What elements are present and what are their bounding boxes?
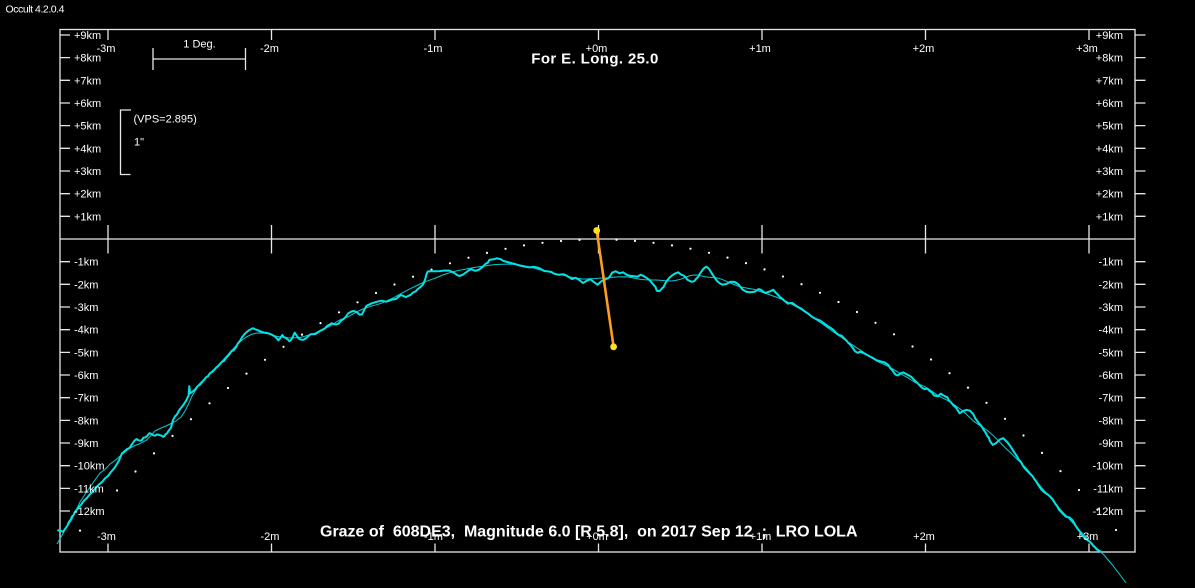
svg-text:-9km: -9km [74,438,98,450]
svg-text:+3km: +3km [74,166,101,178]
svg-text:+1m: +1m [750,531,772,543]
svg-text:+1m: +1m [749,43,771,55]
svg-text:(VPS=2.895): (VPS=2.895) [134,114,197,126]
svg-text:-12km: -12km [1092,506,1123,518]
svg-text:+3km: +3km [1096,166,1123,178]
svg-text:+4km: +4km [1096,143,1123,155]
svg-text:-3m: -3m [97,531,116,543]
svg-text:+6km: +6km [1096,98,1123,110]
svg-text:+5km: +5km [74,121,101,133]
svg-text:Graze of 608DE3, Magnitude 6: Graze of 608DE3, Magnitude 6.0 [R 5.8], … [320,523,858,540]
svg-text:Occult 4.2.0.4: Occult 4.2.0.4 [6,3,65,15]
svg-text:+0m: +0m [586,531,608,543]
svg-text:-2km: -2km [1099,279,1123,291]
svg-text:-5km: -5km [74,347,98,359]
svg-text:+1km: +1km [1096,211,1123,223]
svg-text:+4km: +4km [74,143,101,155]
svg-text:-4km: -4km [74,325,98,337]
svg-text:+3m: +3m [1076,43,1098,55]
svg-text:-10km: -10km [1092,461,1123,473]
svg-text:-1km: -1km [74,257,98,269]
svg-text:1 Deg.: 1 Deg. [183,39,215,51]
svg-text:+8km: +8km [74,53,101,65]
svg-text:-2km: -2km [74,279,98,291]
svg-text:+3m: +3m [1077,531,1099,543]
svg-text:-3m: -3m [97,43,116,55]
svg-text:+7km: +7km [1096,75,1123,87]
svg-text:-9km: -9km [1099,438,1123,450]
svg-text:-1m: -1m [424,531,443,543]
svg-text:+2km: +2km [1096,189,1123,201]
svg-text:-8km: -8km [74,415,98,427]
svg-text:+6km: +6km [74,98,101,110]
svg-text:+9km: +9km [1096,30,1123,42]
svg-text:+5km: +5km [1096,121,1123,133]
svg-text:-11km: -11km [74,483,104,495]
svg-text:+7km: +7km [74,75,101,87]
svg-text:+2m: +2m [913,531,935,543]
svg-text:+9km: +9km [74,30,101,42]
svg-text:-6km: -6km [74,370,98,382]
svg-text:-6km: -6km [1099,370,1123,382]
svg-text:1": 1" [134,137,144,149]
svg-text:-3km: -3km [74,302,98,314]
svg-text:-3km: -3km [1099,302,1123,314]
svg-text:+2km: +2km [74,189,101,201]
svg-text:-8km: -8km [1099,415,1123,427]
svg-text:-5km: -5km [1099,347,1123,359]
svg-text:+0m: +0m [586,43,608,55]
svg-text:+8km: +8km [1096,53,1123,65]
svg-text:For E. Long. 25.0: For E. Long. 25.0 [531,51,658,68]
svg-text:-7km: -7km [1099,393,1123,405]
svg-text:-10km: -10km [74,461,105,473]
svg-text:-4km: -4km [1099,325,1123,337]
svg-text:-1km: -1km [1099,257,1123,269]
svg-text:-2m: -2m [260,43,279,55]
svg-text:-1m: -1m [424,43,443,55]
svg-text:-12km: -12km [74,506,105,518]
svg-text:-7km: -7km [74,393,98,405]
svg-text:+1km: +1km [74,211,101,223]
svg-text:-2m: -2m [261,531,280,543]
svg-text:-11km: -11km [1093,483,1123,495]
svg-text:+2m: +2m [913,43,935,55]
